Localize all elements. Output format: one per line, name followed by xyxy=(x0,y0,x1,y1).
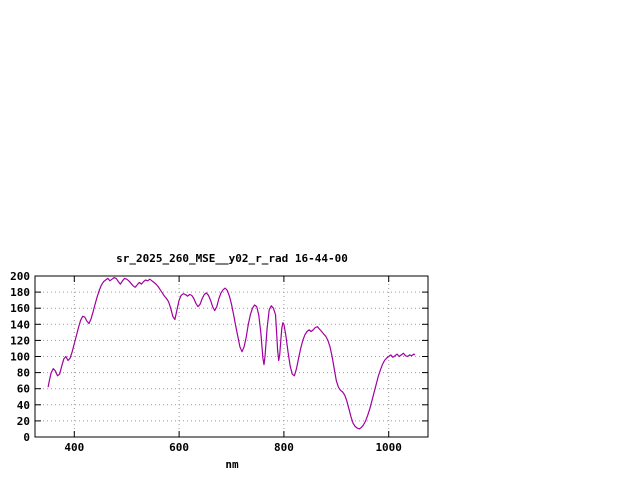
y-tick-label: 120 xyxy=(10,334,30,347)
y-tick-label: 80 xyxy=(17,367,30,380)
y-tick-label: 40 xyxy=(17,399,30,412)
y-tick-label: 180 xyxy=(10,286,30,299)
x-tick-label: 1000 xyxy=(375,441,402,454)
x-tick-label: 400 xyxy=(64,441,84,454)
x-tick-label: 800 xyxy=(274,441,294,454)
chart-generated: 0 20 40 60 80 100 120 140 160 180 200 400 600 800 1000 xyxy=(10,270,429,454)
y-tick-label: 20 xyxy=(17,415,30,428)
x-axis-label: nm xyxy=(225,458,239,471)
y-tick-label: 160 xyxy=(10,302,30,315)
x-tick-label: 600 xyxy=(169,441,189,454)
chart-title: sr_2025_260_MSE__y02_r_rad 16-44-00 xyxy=(116,252,348,265)
y-tick-label: 0 xyxy=(23,431,30,444)
series-line xyxy=(47,277,416,430)
y-tick-label: 200 xyxy=(10,270,30,283)
y-tick-label: 60 xyxy=(17,383,30,396)
y-tick-label: 140 xyxy=(10,318,30,331)
y-tick-label: 100 xyxy=(10,351,30,364)
plot-border xyxy=(34,275,429,438)
